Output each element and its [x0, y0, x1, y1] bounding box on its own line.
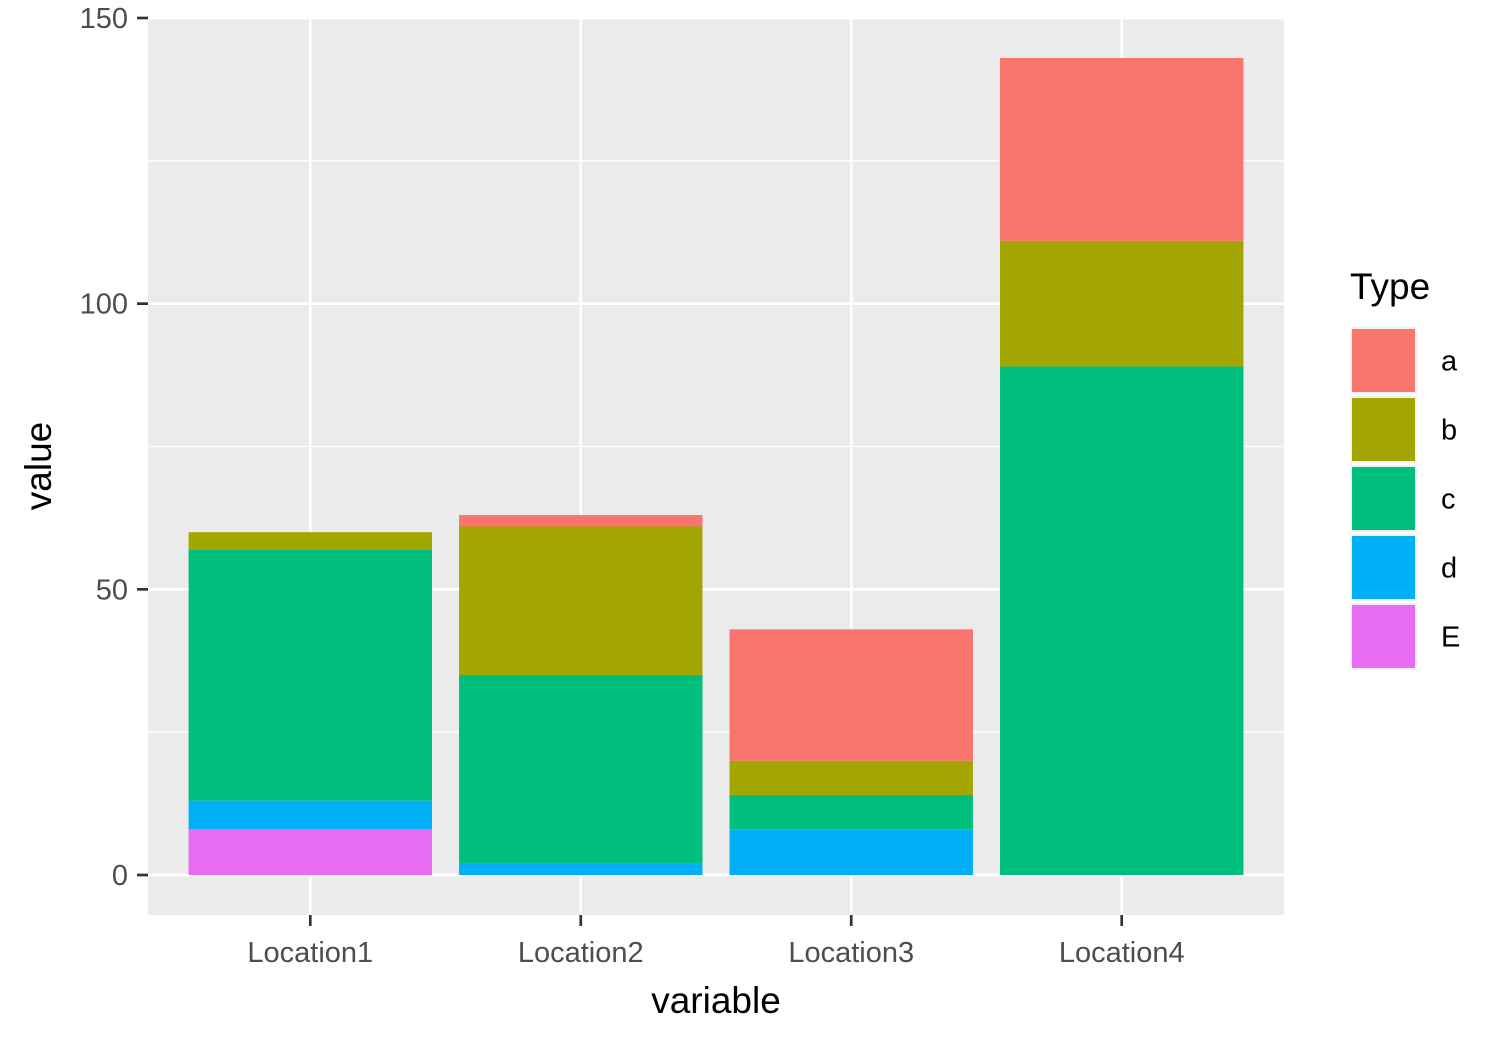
legend-swatch-c [1352, 467, 1415, 530]
y-tick-label: 100 [80, 289, 128, 321]
bar-location3-a [729, 629, 973, 761]
legend-swatch-d [1352, 536, 1415, 599]
bar-location3-c [729, 795, 973, 830]
legend-swatch-b [1352, 398, 1415, 461]
legend-swatch-a [1352, 329, 1415, 392]
bar-location4-b [1000, 240, 1244, 367]
legend-label-c: c [1441, 484, 1456, 516]
legend-label-d: d [1441, 553, 1457, 585]
bar-location2-a [459, 515, 703, 527]
y-axis-title: value [18, 422, 59, 510]
bar-location2-b [459, 526, 703, 676]
legend-items: a b c d E [1350, 327, 1460, 670]
legend: Type a b c d E [1350, 266, 1460, 670]
axes-layer: 0 50 100 150 Location1 Location2 Location3 Loca… [80, 3, 1185, 969]
bar-location3-b [729, 760, 973, 796]
x-tick-label: Location1 [247, 937, 373, 969]
x-tick-label: Location2 [518, 937, 644, 969]
y-tick-label: 0 [112, 860, 128, 892]
bar-location4-c [1000, 366, 1244, 876]
bar-location1-c [188, 549, 432, 801]
bar-location2-c [459, 675, 703, 864]
legend-label-a: a [1441, 346, 1458, 378]
bar-location1-d [188, 800, 432, 830]
bar-location3-d [729, 829, 973, 876]
y-tick-label: 150 [80, 3, 128, 35]
y-tick-label: 50 [96, 574, 128, 606]
x-tick-label: Location3 [788, 937, 914, 969]
x-axis-title: variable [651, 980, 781, 1021]
bar-location1-e [188, 829, 432, 876]
bars-layer [188, 57, 1244, 876]
legend-title: Type [1350, 266, 1430, 307]
bar-location2-d [459, 863, 703, 876]
bar-location1-b [188, 532, 432, 550]
bar-location4-a [1000, 57, 1244, 241]
x-tick-label: Location4 [1059, 937, 1185, 969]
legend-label-b: b [1441, 415, 1457, 447]
legend-label-e: E [1441, 622, 1460, 654]
legend-swatch-e [1352, 605, 1415, 668]
